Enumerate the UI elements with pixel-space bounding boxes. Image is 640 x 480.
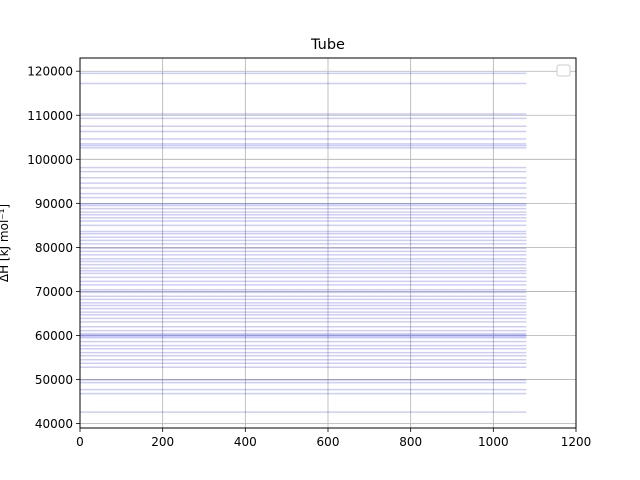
y-tick-label: 40000 — [35, 417, 73, 431]
chart-title: Tube — [310, 37, 345, 53]
series-lines — [80, 72, 527, 413]
y-axis-label: ΔH [kJ mol⁻¹] — [0, 204, 11, 282]
y-tick-label: 100000 — [27, 153, 73, 167]
grid — [80, 58, 576, 428]
axes: 0 200 400 600 800 1000 1200 40000 50000 60000 7000… — [27, 65, 591, 449]
y-tick-label: 120000 — [27, 65, 73, 79]
y-tick-label: 80000 — [35, 241, 73, 255]
legend-box — [556, 64, 571, 77]
x-tick-label: 1000 — [478, 435, 509, 449]
x-tick-label: 800 — [399, 435, 422, 449]
y-tick-label: 90000 — [35, 197, 73, 211]
y-tick-label: 60000 — [35, 329, 73, 343]
x-tick-label: 600 — [317, 435, 340, 449]
x-tick-label: 200 — [151, 435, 174, 449]
y-tick-label: 110000 — [27, 109, 73, 123]
y-tick-label: 70000 — [35, 285, 73, 299]
x-tick-label: 400 — [234, 435, 257, 449]
y-tick-label: 50000 — [35, 373, 73, 387]
x-tick-label: 1200 — [561, 435, 592, 449]
x-tick-label: 0 — [76, 435, 84, 449]
